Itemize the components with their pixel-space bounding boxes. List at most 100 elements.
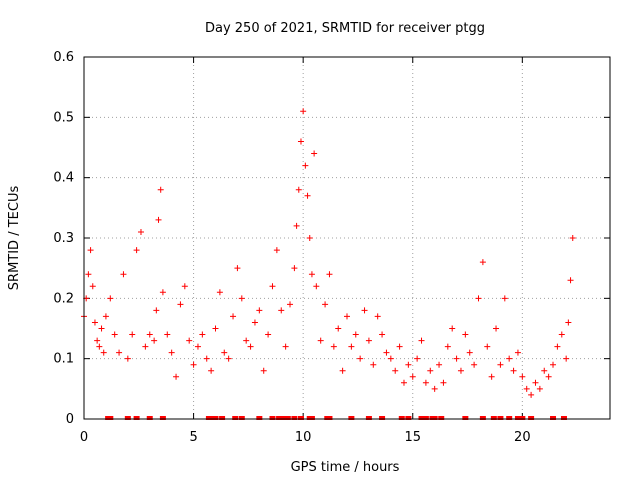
data-point <box>466 349 473 356</box>
data-point <box>151 337 158 344</box>
data-point <box>91 319 98 326</box>
data-point <box>98 325 105 332</box>
data-point <box>282 343 289 350</box>
x-tick-label: 20 <box>514 430 531 445</box>
data-point <box>173 373 180 380</box>
data-point <box>155 216 162 223</box>
data-point <box>344 313 350 320</box>
data-point <box>256 307 263 314</box>
y-tick-label: 0.1 <box>53 352 74 367</box>
data-point <box>221 349 228 356</box>
data-point <box>293 222 300 229</box>
data-point <box>243 337 250 344</box>
data-point <box>251 319 258 326</box>
x-tick-label: 5 <box>189 430 197 445</box>
chart-title: Day 250 of 2021, SRMTID for receiver ptg… <box>205 21 485 36</box>
data-point <box>400 379 407 386</box>
y-tick-label: 0 <box>66 412 74 427</box>
data-point <box>308 271 315 278</box>
data-point <box>479 259 486 266</box>
data-point <box>541 367 548 374</box>
data-point <box>431 385 438 392</box>
data-point <box>300 108 307 115</box>
data-series <box>81 108 576 398</box>
data-point <box>168 349 175 356</box>
data-point <box>177 301 184 308</box>
data-point <box>304 192 311 199</box>
data-point <box>87 247 94 254</box>
data-point <box>247 343 254 350</box>
data-point <box>120 271 127 278</box>
data-point <box>457 367 464 374</box>
data-point <box>405 361 412 368</box>
grid <box>84 57 610 419</box>
data-point <box>414 355 421 362</box>
data-point <box>142 343 149 350</box>
y-tick-label: 0.6 <box>53 50 74 65</box>
data-point <box>374 313 381 320</box>
data-point <box>493 325 500 332</box>
data-point <box>444 343 451 350</box>
x-axis-title: GPS time / hours <box>291 460 400 475</box>
data-point <box>532 379 539 386</box>
data-point <box>111 331 118 338</box>
data-point <box>361 307 368 314</box>
data-point <box>554 343 561 350</box>
data-point <box>322 301 329 308</box>
data-point <box>234 265 241 272</box>
data-point <box>306 235 313 241</box>
data-point <box>164 331 171 338</box>
data-point <box>501 295 508 302</box>
data-point <box>365 337 372 344</box>
y-tick-label: 0.2 <box>53 291 74 306</box>
data-point <box>449 325 456 332</box>
data-point <box>94 337 101 344</box>
data-point <box>339 367 346 374</box>
data-point <box>569 235 576 241</box>
data-point <box>208 367 215 374</box>
y-tick-label: 0.4 <box>53 171 74 186</box>
data-point <box>471 361 478 368</box>
data-point <box>558 331 565 338</box>
plot-frame <box>83 56 611 420</box>
data-point <box>357 355 364 362</box>
data-point <box>100 349 107 356</box>
data-point <box>335 325 342 332</box>
data-point <box>194 343 201 350</box>
data-point <box>348 343 355 350</box>
data-point <box>392 367 399 374</box>
data-point <box>462 331 469 338</box>
data-point <box>352 331 359 338</box>
data-point <box>199 331 206 338</box>
data-point <box>273 247 280 254</box>
data-point <box>278 307 285 314</box>
data-point <box>96 343 103 350</box>
y-tick-label: 0.5 <box>53 110 74 125</box>
data-point <box>528 391 535 398</box>
data-point <box>440 379 447 386</box>
data-point <box>186 337 193 344</box>
data-point <box>313 283 320 290</box>
data-point <box>297 138 304 145</box>
data-point <box>116 349 123 356</box>
data-point <box>545 373 552 380</box>
axis-ticks: 0 0.1 0.2 0.3 0.4 0.5 0.6 0 5 10 15 20 <box>53 50 610 445</box>
data-point <box>133 247 140 254</box>
data-point <box>475 295 482 302</box>
data-point <box>124 355 131 362</box>
data-point <box>436 361 443 368</box>
data-point <box>146 331 153 338</box>
data-point <box>409 373 416 380</box>
data-point <box>497 361 504 368</box>
data-point <box>203 355 210 362</box>
data-point <box>550 361 557 368</box>
data-point <box>519 373 526 380</box>
data-point <box>129 331 136 338</box>
data-point <box>238 295 245 302</box>
data-point <box>137 228 144 235</box>
data-point <box>230 313 237 320</box>
data-point <box>311 150 318 157</box>
data-point <box>383 349 390 356</box>
data-point <box>427 367 434 374</box>
